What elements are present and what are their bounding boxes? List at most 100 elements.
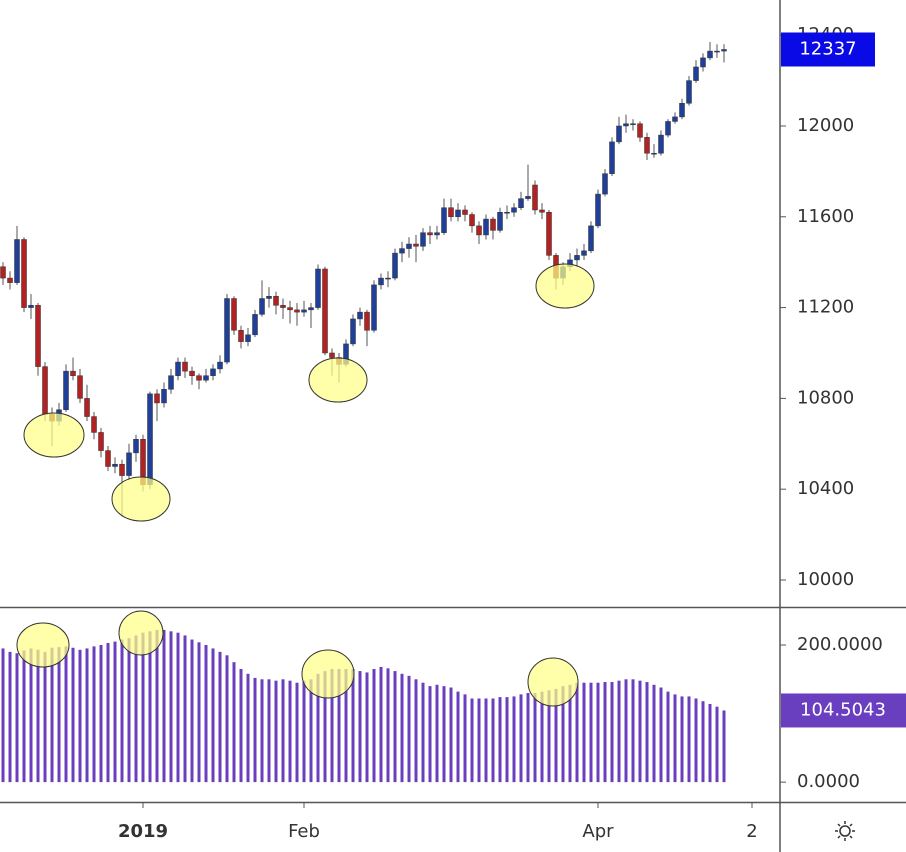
candle-body — [259, 298, 265, 315]
indicator-bar — [540, 691, 544, 783]
candle-body — [462, 209, 468, 215]
y-tick-label: 0.0000 — [797, 771, 860, 792]
indicator-bar — [232, 662, 236, 783]
indicator-bar — [211, 648, 215, 783]
indicator-bar — [694, 698, 698, 783]
indicator-bar — [316, 673, 320, 783]
candle-body — [378, 277, 384, 286]
x-tick-label: Apr — [582, 821, 614, 842]
candle-body — [714, 50, 720, 53]
indicator-bar — [274, 680, 278, 783]
indicator-bar — [610, 682, 614, 783]
indicator-bar — [652, 684, 656, 783]
candle-body — [413, 243, 419, 247]
indicator-bar — [575, 682, 579, 783]
indicator-bar — [155, 629, 159, 783]
indicator-bar — [190, 639, 194, 783]
indicator-bar — [470, 698, 474, 783]
y-tick-label: 200.0000 — [797, 634, 883, 655]
candle-body — [602, 173, 608, 195]
candle-body — [161, 389, 167, 404]
indicator-bar — [456, 691, 460, 783]
candle-body — [686, 80, 692, 104]
x-tick-label: Feb — [288, 821, 320, 842]
candle-body — [42, 366, 48, 415]
candle-body — [623, 123, 629, 127]
y-tick-label: 10400 — [797, 478, 854, 499]
settings-icon[interactable] — [835, 821, 855, 841]
candle-body — [350, 318, 356, 345]
candle-body — [441, 207, 447, 233]
candle-body — [133, 438, 139, 454]
candle-body — [679, 103, 685, 118]
candle-body — [28, 305, 34, 308]
candle-body — [609, 141, 615, 174]
candle-body — [308, 307, 314, 311]
candle-body — [35, 305, 41, 367]
indicator-bar — [148, 631, 152, 783]
indicator-bar — [120, 639, 124, 783]
indicator-bar — [176, 632, 180, 783]
candle-body — [406, 243, 412, 249]
x-tick-label: 2 — [746, 821, 757, 842]
candle-body — [469, 214, 475, 227]
indicator-bar — [666, 691, 670, 783]
indicator-bar — [414, 679, 418, 783]
indicator-bar — [442, 686, 446, 783]
indicator-bar — [113, 641, 117, 783]
candle-body — [154, 393, 160, 404]
indicator-bar — [330, 669, 334, 783]
indicator-bar — [127, 638, 131, 783]
indicator-bar — [106, 642, 110, 783]
indicator-bar — [449, 687, 453, 783]
last-value-box — [781, 693, 906, 728]
candle-body — [175, 361, 181, 376]
indicator-bar — [386, 668, 390, 783]
candle-body — [637, 123, 643, 138]
indicator-bar — [323, 671, 327, 783]
candle-body — [588, 225, 594, 252]
candle-body — [574, 255, 580, 261]
indicator-bar — [1, 648, 5, 783]
candle-body — [266, 295, 272, 299]
indicator-bar — [8, 651, 12, 783]
candle-body — [490, 218, 496, 231]
indicator-bar — [687, 696, 691, 783]
indicator-bar — [393, 671, 397, 783]
last-value-label: 104.5043 — [800, 699, 886, 720]
indicator-bar — [533, 693, 537, 783]
indicator-bar — [526, 693, 530, 783]
indicator-bar — [561, 686, 565, 783]
candle-body — [707, 50, 713, 59]
y-tick-label: 10800 — [797, 387, 854, 408]
candle-body — [119, 463, 125, 476]
y-tick-label: 11200 — [797, 297, 854, 318]
candle-body — [476, 225, 482, 236]
indicator-bar — [554, 688, 558, 783]
candle-body — [252, 314, 258, 336]
candle-body — [364, 311, 370, 331]
indicator-bar — [22, 650, 26, 783]
candle-body — [595, 193, 601, 227]
candle-body — [651, 152, 657, 155]
candle-body — [280, 305, 286, 308]
candle-body — [112, 463, 118, 467]
candle-body — [434, 232, 440, 236]
indicator-bar — [596, 682, 600, 783]
candle-body — [672, 116, 678, 122]
last-price-box — [781, 32, 875, 67]
highlight — [118, 610, 164, 656]
candle-body — [399, 248, 405, 254]
candle-body — [70, 370, 76, 376]
indicator-bar — [71, 647, 75, 783]
candle-body — [301, 309, 307, 313]
y-tick-label: 11600 — [797, 206, 854, 227]
candle-body — [357, 311, 363, 320]
indicator-bar — [344, 669, 348, 783]
candle-body — [371, 284, 377, 331]
candle-body — [126, 452, 132, 476]
indicator-bar — [78, 649, 82, 783]
candle-body — [210, 368, 216, 376]
candle-body — [91, 416, 97, 433]
indicator-bar — [141, 632, 145, 783]
